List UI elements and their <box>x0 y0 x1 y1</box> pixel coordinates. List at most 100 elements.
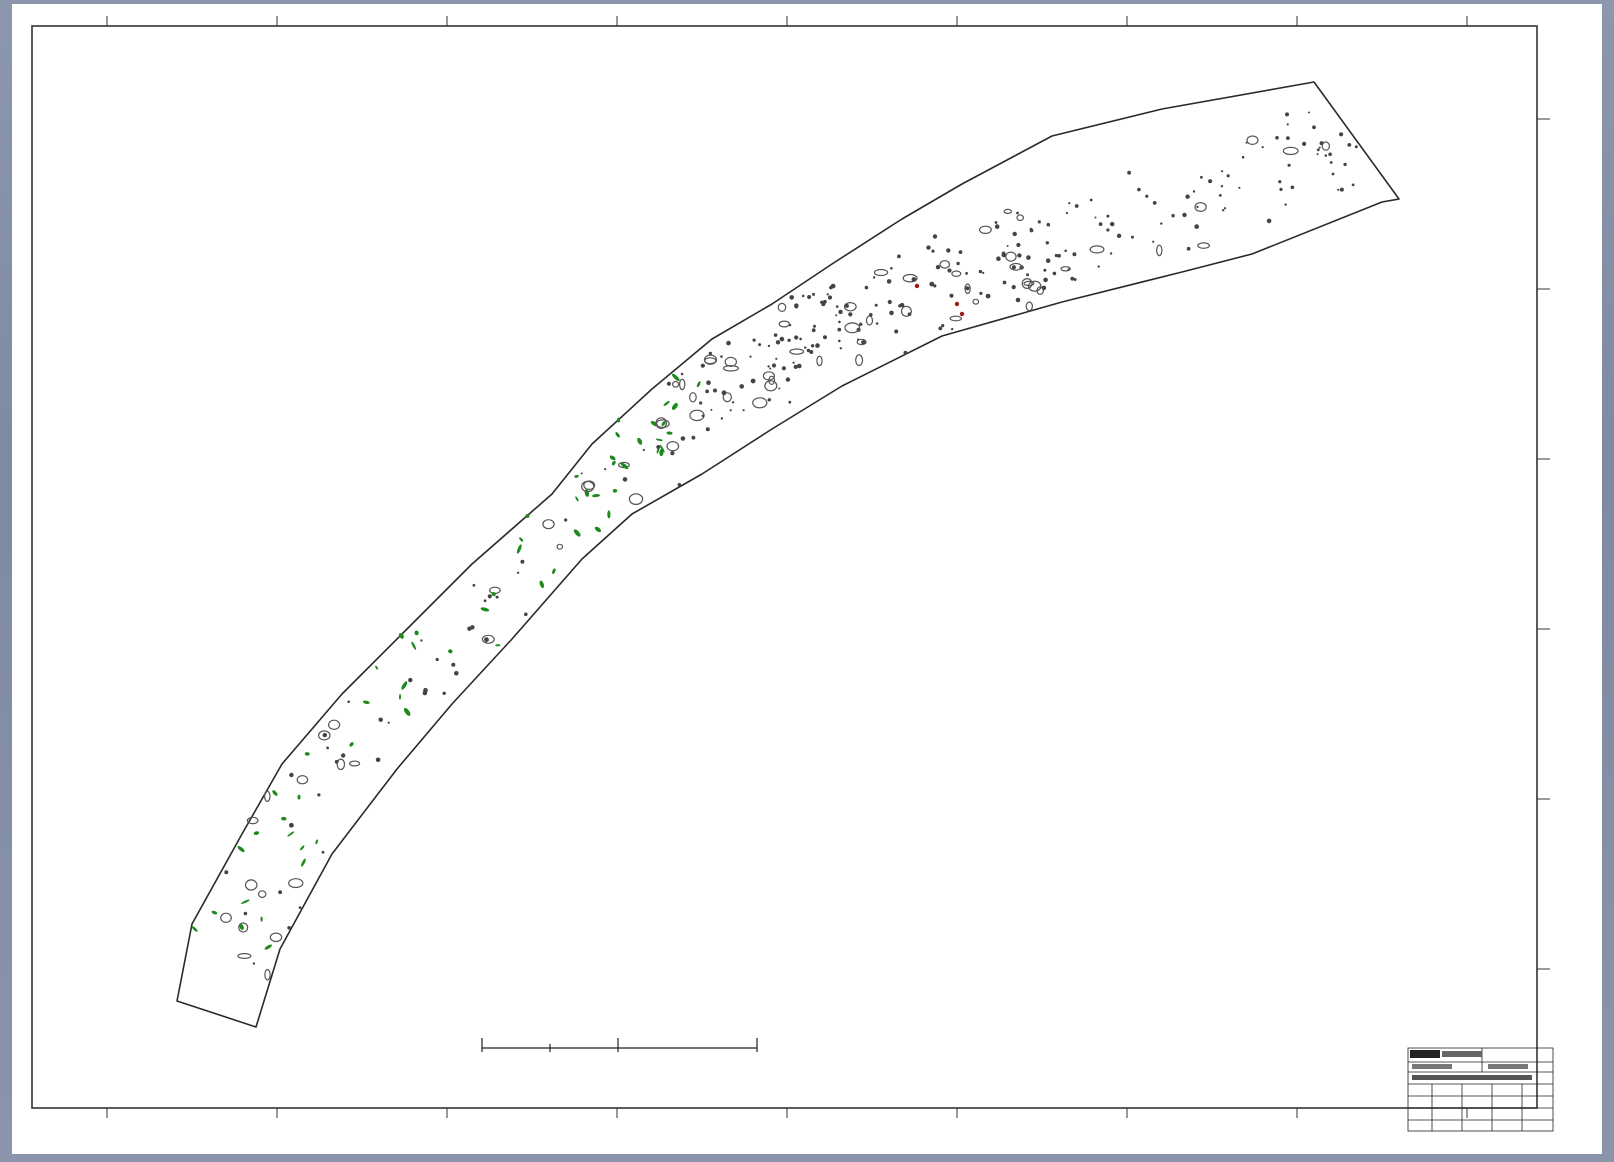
feature-point <box>750 378 756 384</box>
green-feature <box>414 630 419 636</box>
feature-ring <box>865 315 874 326</box>
green-feature <box>281 816 287 821</box>
feature-point <box>875 322 879 325</box>
green-feature <box>611 460 616 466</box>
feature-point <box>886 279 892 284</box>
feature-point <box>701 414 705 418</box>
feature-point <box>1137 187 1141 192</box>
green-feature <box>241 899 250 904</box>
feature-point <box>1287 163 1291 167</box>
feature-ring <box>949 315 963 322</box>
feature-point <box>700 363 705 368</box>
feature-point <box>912 279 915 282</box>
green-feature <box>362 700 370 705</box>
feature-point <box>869 313 873 317</box>
feature-ring <box>1156 244 1163 257</box>
green-feature <box>315 839 319 845</box>
feature-point <box>1002 280 1007 285</box>
feature-point <box>778 387 781 390</box>
feature-ring <box>900 305 912 317</box>
feature-point <box>1045 241 1050 245</box>
feature-ring <box>238 922 249 933</box>
red-feature <box>959 311 965 317</box>
feature-point <box>691 435 696 440</box>
archaeological-features <box>191 111 1358 981</box>
feature-point <box>435 657 439 662</box>
green-feature <box>495 644 501 647</box>
feature-point <box>807 295 812 299</box>
feature-point <box>1218 194 1222 197</box>
green-feature <box>672 373 680 381</box>
feature-ring <box>679 378 686 391</box>
feature-point <box>979 291 983 295</box>
feature-ring <box>1021 278 1033 290</box>
green-feature <box>299 845 305 851</box>
feature-point <box>289 772 294 778</box>
green-feature <box>607 510 611 519</box>
feature-point <box>1131 235 1134 239</box>
feature-point <box>949 293 954 298</box>
feature-point <box>1241 155 1245 159</box>
feature-point <box>1222 209 1225 212</box>
feature-point <box>670 451 675 456</box>
feature-point <box>838 320 841 324</box>
feature-point <box>1192 190 1196 193</box>
feature-point <box>298 906 302 909</box>
feature-point <box>656 445 661 449</box>
feature-point <box>941 324 945 328</box>
red-feature <box>914 283 920 289</box>
feature-ring <box>666 441 680 452</box>
feature-ring <box>1005 251 1017 262</box>
map-frame <box>31 25 1538 1109</box>
feature-point <box>729 409 732 412</box>
feature-point <box>789 295 794 300</box>
feature-point <box>933 284 937 288</box>
feature-point <box>705 427 710 432</box>
feature-point <box>326 746 329 750</box>
feature-point <box>749 355 752 358</box>
feature-ring <box>220 912 232 924</box>
feature-point <box>580 472 583 475</box>
feature-point <box>839 347 842 350</box>
feature-point <box>815 343 820 348</box>
feature-ring <box>542 519 555 530</box>
feature-point <box>1089 198 1093 202</box>
feature-point <box>1026 273 1029 277</box>
feature-ring <box>816 355 823 367</box>
feature-point <box>1316 153 1319 156</box>
excavation-plan-map[interactable] <box>12 4 1602 1154</box>
feature-point <box>767 398 771 402</box>
excavation-area-outline <box>176 81 1400 1028</box>
green-feature <box>411 641 417 650</box>
feature-point <box>792 361 795 364</box>
feature-point <box>1285 112 1289 117</box>
feature-point <box>1029 227 1033 231</box>
feature-point <box>793 364 798 369</box>
feature-point <box>622 477 628 482</box>
feature-point <box>1109 252 1113 255</box>
feature-point <box>1238 186 1241 189</box>
feature-point <box>1328 152 1332 157</box>
feature-point <box>837 327 842 332</box>
feature-ring <box>1025 301 1034 312</box>
feature-ring <box>317 730 331 741</box>
feature-point <box>838 339 841 343</box>
feature-point <box>1110 221 1115 227</box>
green-feature <box>191 926 198 932</box>
green-feature <box>616 417 621 423</box>
feature-point <box>1001 252 1006 258</box>
feature-point <box>935 265 941 270</box>
feature-point <box>857 338 859 341</box>
green-feature <box>260 916 263 922</box>
green-feature <box>304 752 310 756</box>
feature-ring <box>902 273 918 283</box>
feature-point <box>680 372 684 376</box>
feature-point <box>931 249 935 253</box>
feature-point <box>710 408 713 411</box>
feature-point <box>1065 211 1068 215</box>
feature-point <box>1026 255 1031 260</box>
feature-point <box>1347 143 1352 147</box>
green-feature <box>401 681 408 690</box>
feature-point <box>794 305 799 309</box>
feature-point <box>903 350 908 355</box>
